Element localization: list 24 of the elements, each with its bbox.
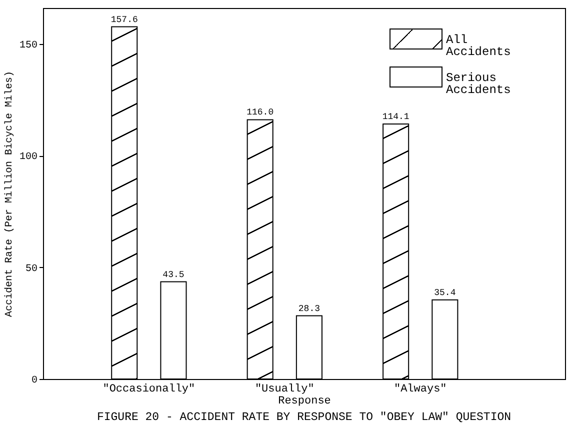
data-label: 35.4 [434, 288, 456, 298]
y-tick-label: 150 [19, 40, 38, 52]
data-label: 114.1 [382, 112, 410, 122]
data-label: 157.6 [110, 14, 138, 25]
text: FIGURE 20 - ACCIDENT RATE BY RESPONSE TO "OBEY LAW" QUESTION [96, 411, 512, 424]
bar [111, 26, 138, 380]
bar [246, 119, 274, 380]
x-axis-title: Response [278, 396, 331, 408]
x-tick-label: "Occasionally" [102, 384, 196, 396]
y-tick-label: 100 [19, 152, 38, 164]
y-axis-title: Accident Rate (Per Million Bicycle Miles) [3, 70, 16, 318]
y-tick-label: 50 [25, 264, 38, 275]
bar [296, 315, 322, 380]
bar [432, 299, 458, 380]
data-label: 116.0 [246, 108, 274, 118]
legend-label: Serious Accidents [446, 71, 511, 97]
data-label: 28.3 [298, 304, 320, 314]
bar [382, 123, 410, 380]
legend-label: All Accidents [446, 33, 511, 59]
x-tick-label: "Always" [394, 384, 447, 396]
data-label: 43.5 [162, 270, 184, 280]
y-tick-label: 0 [31, 376, 38, 386]
bar [160, 281, 187, 380]
x-tick-label: "Usually" [254, 384, 314, 396]
